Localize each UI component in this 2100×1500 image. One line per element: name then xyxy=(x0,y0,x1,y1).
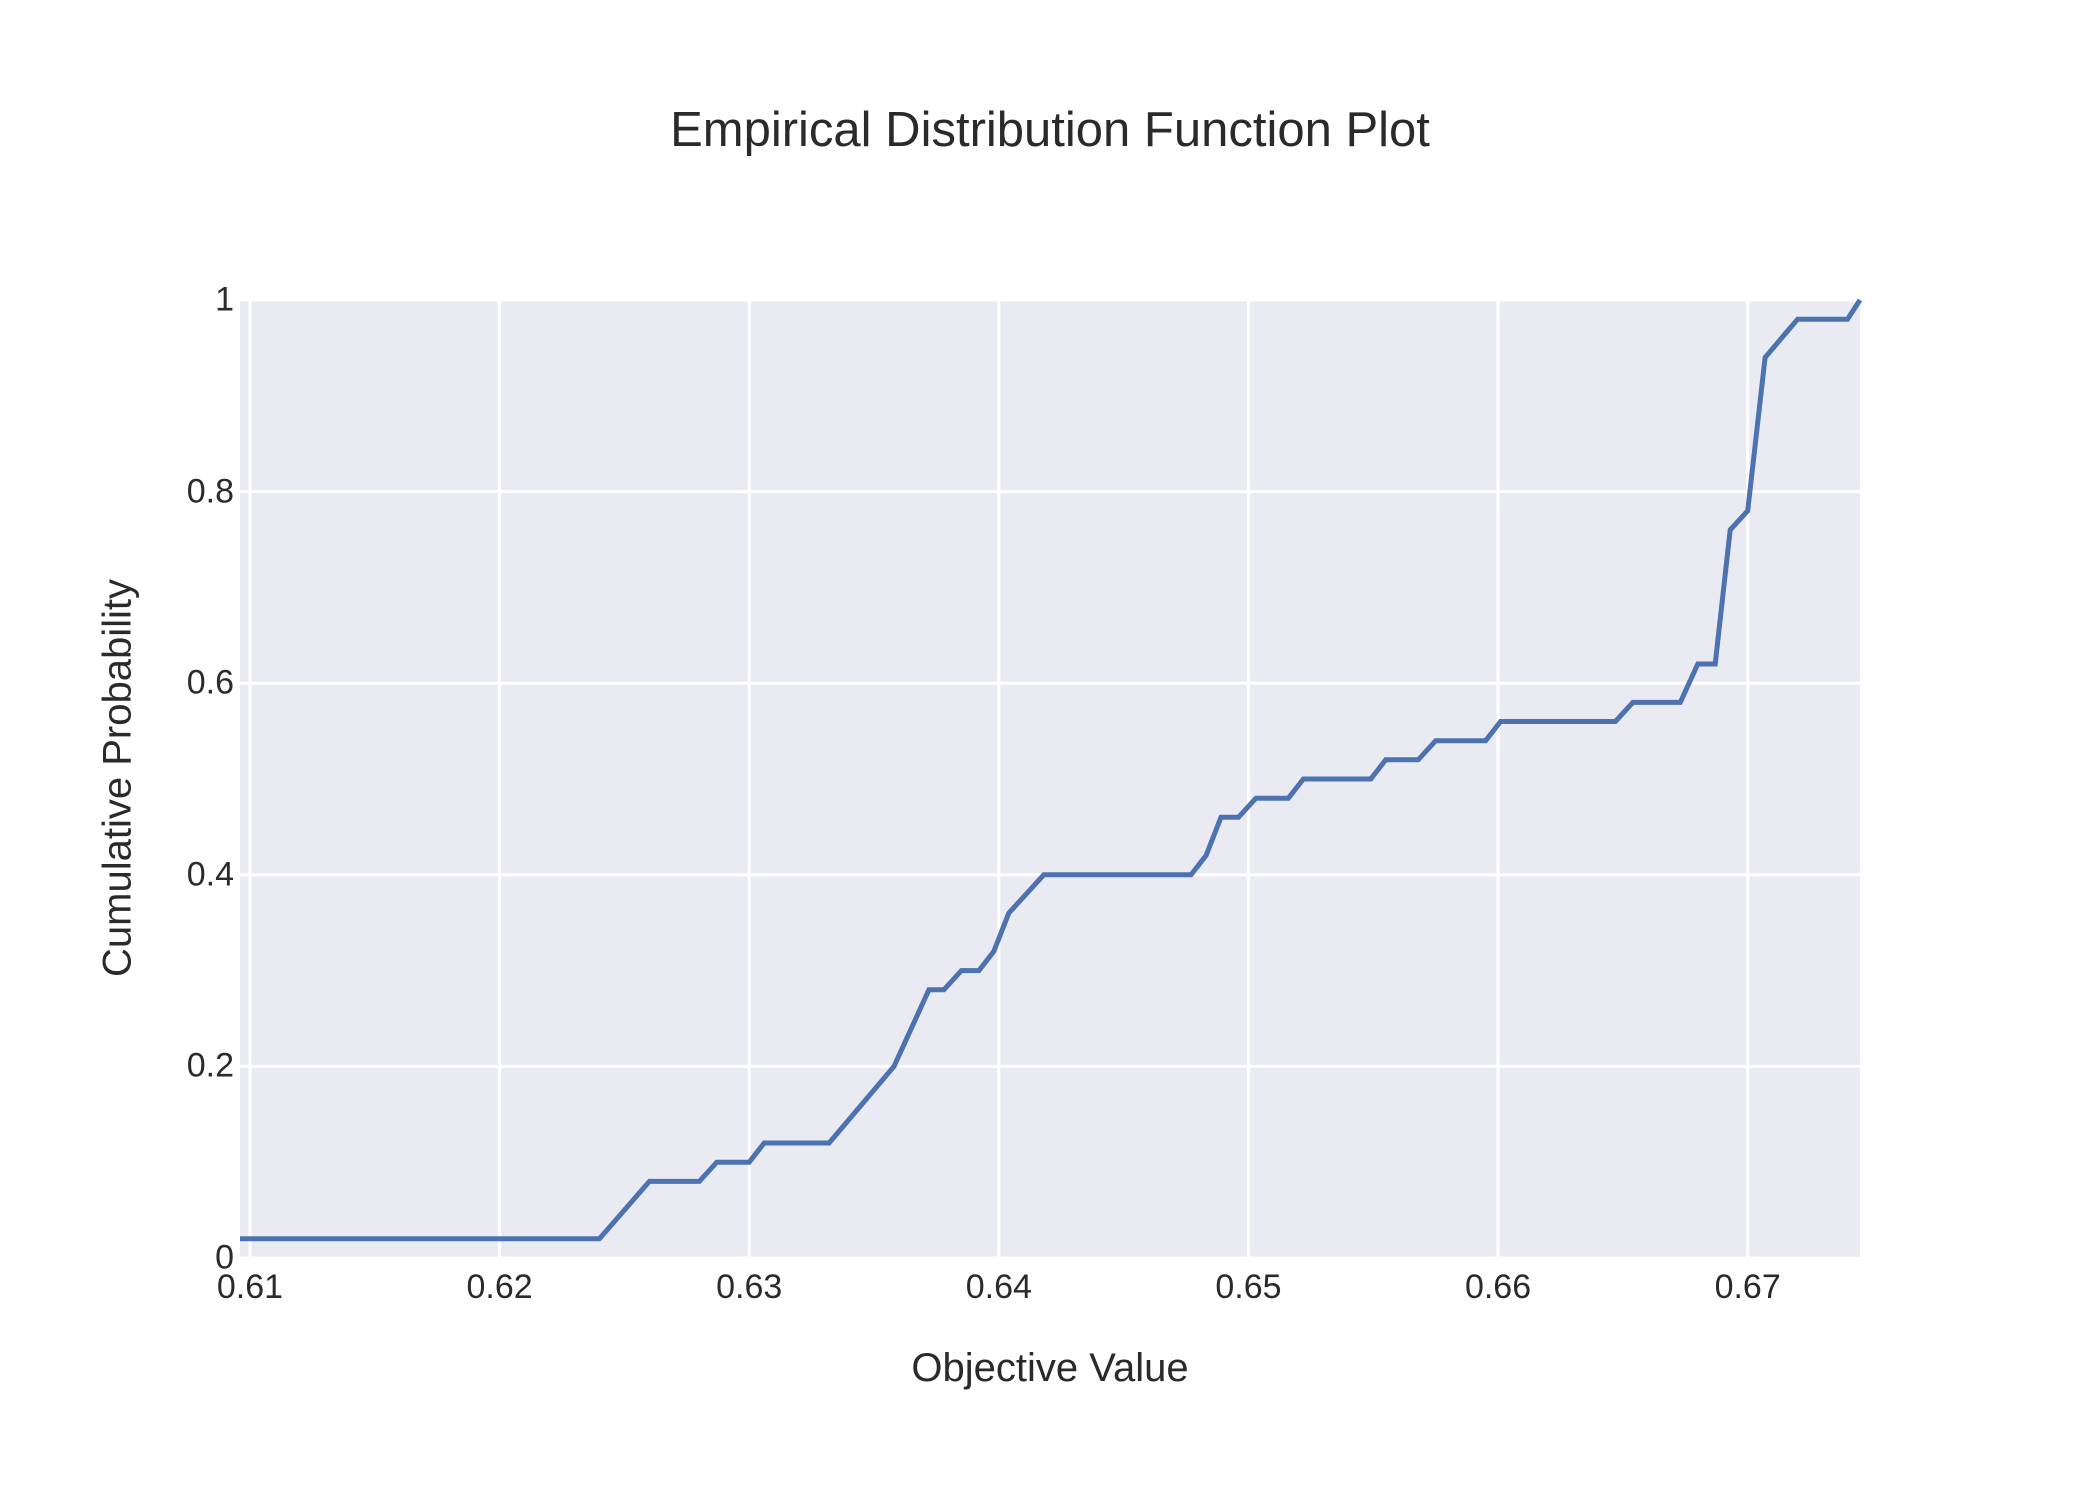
x-tick-label: 0.67 xyxy=(1714,1268,1781,1306)
x-gridlines xyxy=(248,300,1750,1258)
x-tick-label: 0.64 xyxy=(965,1268,1032,1306)
plot-area xyxy=(240,300,1860,1258)
y-tick-label: 1 xyxy=(215,280,234,319)
x-tick-label: 0.62 xyxy=(466,1268,533,1306)
y-axis-title: Cumulative Probability xyxy=(95,579,140,977)
ecdf-line xyxy=(240,298,1863,1242)
x-tick-label: 0.66 xyxy=(1464,1268,1532,1306)
y-tick-label: 0.6 xyxy=(186,663,234,702)
x-tick-label: 0.63 xyxy=(716,1268,783,1306)
y-tick-label: 0.2 xyxy=(186,1046,234,1085)
y-tick-label: 0 xyxy=(215,1238,234,1277)
x-tick-label: 0.61 xyxy=(216,1268,284,1306)
y-gridlines xyxy=(240,298,1860,1260)
chart-title: Empirical Distribution Function Plot xyxy=(670,103,1430,157)
x-axis-title: Objective Value xyxy=(911,1346,1189,1390)
y-tick-label: 0.4 xyxy=(186,855,234,894)
y-tick-label: 0.8 xyxy=(186,472,234,511)
x-tick-label: 0.65 xyxy=(1215,1268,1282,1306)
